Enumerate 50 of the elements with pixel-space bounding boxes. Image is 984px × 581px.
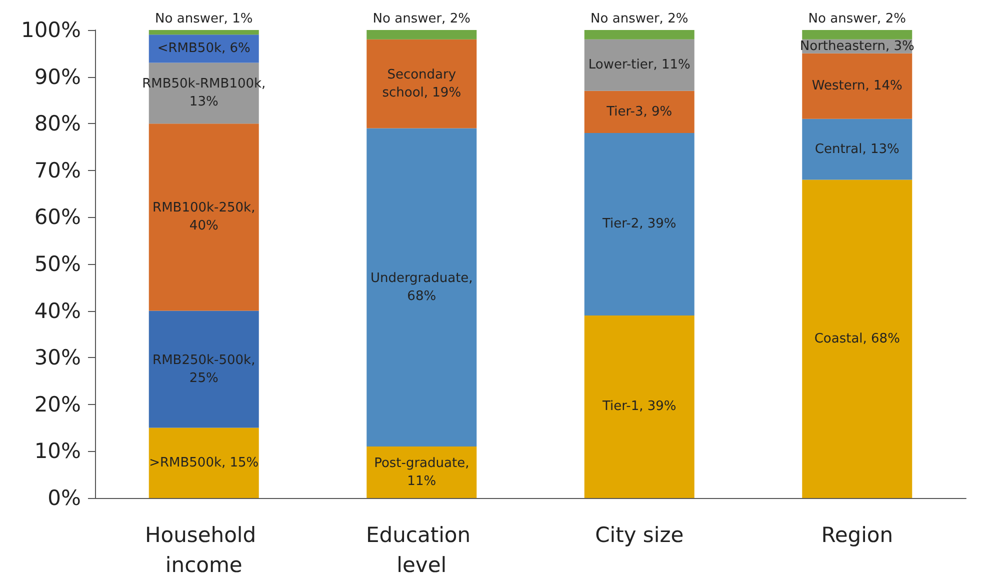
bar	[802, 180, 912, 498]
data-label: Central, 13%	[814, 142, 900, 157]
data-label: Post-graduate, 11%	[374, 456, 470, 489]
bar	[584, 315, 694, 498]
y-tick-label: 10%	[34, 439, 81, 464]
y-tick-label: 100%	[20, 18, 81, 42]
data-label: Secondary school, 19%	[382, 67, 462, 100]
data-label: Lower-tier, 11%	[588, 58, 690, 73]
bar	[366, 30, 477, 40]
bar	[148, 124, 259, 311]
bar	[802, 118, 912, 180]
data-label: Tier-2, 39%	[601, 216, 676, 232]
bar	[584, 39, 694, 91]
y-tick-label: 80%	[34, 112, 81, 136]
bar	[802, 30, 912, 40]
y-tick-label: 20%	[34, 392, 81, 416]
y-tick-label: 60%	[34, 205, 81, 230]
bar	[366, 446, 477, 498]
data-label: Undergraduate, 68%	[370, 270, 473, 304]
bar	[148, 310, 259, 428]
y-tick-label: 50%	[34, 252, 81, 276]
data-label: No answer, 1%	[155, 12, 253, 26]
x-tick-label: Region	[821, 523, 894, 547]
data-label: No answer, 2%	[808, 12, 906, 26]
data-label: No answer, 2%	[372, 12, 470, 26]
x-tick-label: Household income	[144, 523, 263, 577]
bar	[584, 132, 694, 316]
y-tick-label: 40%	[34, 298, 81, 323]
data-label: Tier-3, 9%	[606, 104, 672, 120]
bar	[802, 53, 912, 119]
bar	[148, 30, 259, 35]
bar	[584, 90, 694, 133]
y-tick-label: 30%	[34, 346, 81, 370]
data-label: <RMB50k, 6%	[157, 41, 250, 56]
y-tick-label: 70%	[34, 158, 81, 182]
x-tick-label: Education level	[366, 523, 478, 577]
x-tick-label: City size	[595, 523, 684, 547]
bar	[366, 39, 477, 128]
bar	[366, 128, 477, 447]
data-label: >RMB500k, 15%	[149, 455, 259, 470]
data-label: RMB250k-500k, 25%	[152, 352, 256, 386]
data-label: Coastal, 68%	[814, 331, 900, 346]
y-tick-label: 90%	[34, 64, 81, 89]
data-label: Tier-1, 39%	[601, 399, 676, 414]
bar	[584, 30, 694, 40]
data-label: Western, 14%	[812, 78, 902, 94]
data-label: RMB100k-250k, 40%	[152, 200, 256, 234]
y-tick-label: 0%	[48, 486, 81, 510]
data-label: No answer, 2%	[590, 12, 688, 26]
bar	[148, 428, 259, 498]
